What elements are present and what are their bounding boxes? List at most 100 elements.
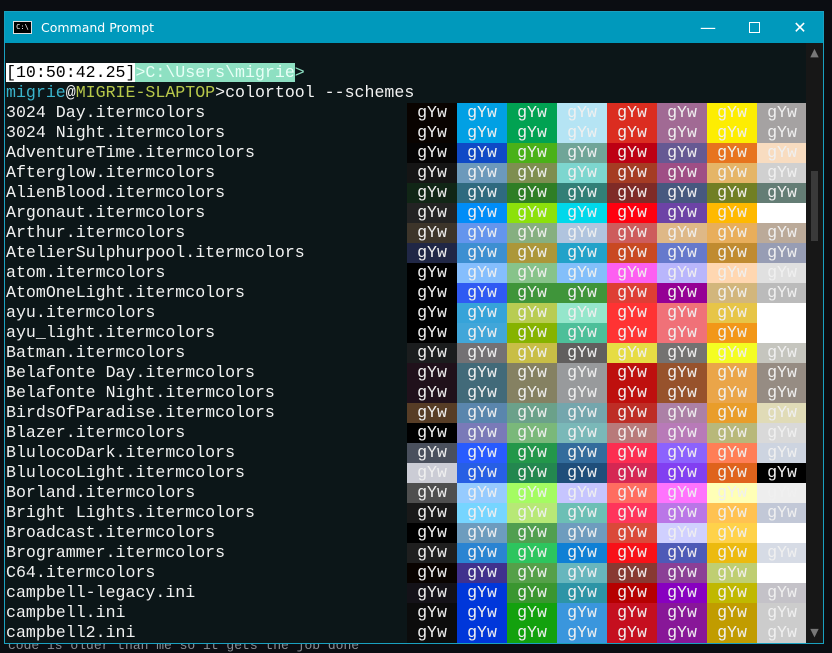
color-swatch: gYw [607, 103, 657, 123]
color-swatch: gYw [707, 303, 757, 323]
color-swatches: gYw gYw gYw gYw gYw gYw gYw gYw [407, 283, 807, 303]
color-swatch: gYw [707, 183, 757, 203]
color-swatches: gYw gYw gYw gYw gYw gYw gYw gYw [407, 343, 807, 363]
color-swatch: gYw [507, 223, 557, 243]
color-swatch: gYw [507, 523, 557, 543]
color-swatch: gYw [757, 543, 807, 563]
color-swatch: gYw [457, 203, 507, 223]
color-swatch: gYw [407, 603, 457, 623]
color-swatches: gYw gYw gYw gYw gYw gYw gYw gYw [407, 603, 807, 623]
scheme-row: 3024 Night.itermcolors gYw gYw gYw gYw gYw gYw… [6, 123, 807, 143]
scheme-name: AdventureTime.itermcolors [6, 143, 255, 162]
scheme-name: Arthur.itermcolors [6, 223, 186, 242]
color-swatch: gYw [557, 623, 607, 643]
color-swatch: gYw [457, 463, 507, 483]
prompt-at: @ [65, 83, 76, 102]
color-swatch: gYw [657, 343, 707, 363]
scheme-row: 3024 Day.itermcolors gYw gYw gYw gYw gYw gYw gY… [6, 103, 807, 123]
terminal-output[interactable]: [10:50:42.25]>C:\Users\migrie> migrie@MI… [5, 43, 807, 643]
color-swatch: gYw [557, 543, 607, 563]
scheme-name: Afterglow.itermcolors [6, 163, 216, 182]
color-swatch: gYw [657, 403, 707, 423]
color-swatch: gYw [607, 223, 657, 243]
scheme-row: campbell-legacy.ini gYw gYw gYw gYw gYw gYw gYw… [6, 583, 807, 603]
color-swatch: gYw [607, 543, 657, 563]
scheme-name: campbell.ini [6, 603, 126, 622]
color-swatch: gYw [607, 143, 657, 163]
scheme-row: AtomOneLight.itermcolors gYw gYw gYw gYw gYw g… [6, 283, 807, 303]
color-swatch: gYw [507, 163, 557, 183]
color-swatch: gYw [757, 363, 807, 383]
scheme-row: BlulocoDark.itermcolors gYw gYw gYw gYw gYw gY… [6, 443, 807, 463]
minimize-button[interactable]: — [700, 18, 716, 37]
scheme-row: Afterglow.itermcolors gYw gYw gYw gYw gYw gYw g… [6, 163, 807, 183]
scheme-name: 3024 Day.itermcolors [6, 103, 206, 122]
color-swatch: gYw [707, 403, 757, 423]
scheme-row: Argonaut.itermcolors gYw gYw gYw gYw gYw gYw gY… [6, 203, 807, 223]
prompt-time: [10:50:42.25] [6, 63, 136, 82]
color-swatches: gYw gYw gYw gYw gYw gYw gYw gYw [407, 403, 807, 423]
color-swatch: gYw [507, 243, 557, 263]
color-swatch: gYw [557, 483, 607, 503]
color-swatch: gYw [657, 503, 707, 523]
color-swatch: gYw [707, 623, 757, 643]
color-swatch: gYw [507, 123, 557, 143]
color-swatch: gYw [757, 343, 807, 363]
color-swatch: gYw [757, 123, 807, 143]
color-swatch: gYw [507, 183, 557, 203]
scheme-name: atom.itermcolors [6, 263, 166, 282]
color-swatch: gYw [607, 383, 657, 403]
color-swatch: gYw [657, 263, 707, 283]
color-swatch: gYw [707, 343, 757, 363]
color-swatch: gYw [757, 143, 807, 163]
scheme-row: Belafonte Day.itermcolors gYw gYw gYw gYw gYw… [6, 363, 807, 383]
color-swatches: gYw gYw gYw gYw gYw gYw gYw gYw [407, 123, 807, 143]
color-swatch: gYw [407, 343, 457, 363]
color-swatches: gYw gYw gYw gYw gYw gYw gYw gYw [407, 583, 807, 603]
color-swatch: gYw [457, 583, 507, 603]
color-swatch: gYw [557, 163, 607, 183]
color-swatch: gYw [657, 183, 707, 203]
color-swatch: gYw [757, 103, 807, 123]
color-swatch: gYw [707, 283, 757, 303]
color-swatch: gYw [507, 423, 557, 443]
color-swatch: gYw [757, 163, 807, 183]
prompt-caret: > [294, 63, 305, 82]
scroll-up-icon[interactable]: ▲ [810, 46, 819, 59]
color-swatch: gYw [657, 243, 707, 263]
vertical-scrollbar[interactable]: ▲ ▼ [806, 43, 823, 643]
color-swatch: gYw [707, 103, 757, 123]
color-swatch: gYw [707, 263, 757, 283]
scheme-name: Bright Lights.itermcolors [6, 503, 255, 522]
color-swatch: gYw [557, 143, 607, 163]
color-swatch: gYw [557, 223, 607, 243]
scheme-name: Broadcast.itermcolors [6, 523, 216, 542]
color-swatch: gYw [707, 503, 757, 523]
color-swatch: gYw [707, 223, 757, 243]
color-swatch: gYw [557, 323, 607, 343]
color-swatch: gYw [557, 303, 607, 323]
color-swatch: gYw [407, 383, 457, 403]
scrollbar-thumb[interactable] [811, 171, 818, 241]
maximize-button[interactable] [731, 12, 777, 43]
color-swatch: gYw [707, 143, 757, 163]
close-button[interactable]: ✕ [793, 18, 807, 37]
color-swatch: gYw [657, 383, 707, 403]
scheme-row: Blazer.itermcolors gYw gYw gYw gYw gYw gYw gYw g… [6, 423, 807, 443]
color-swatch: gYw [707, 383, 757, 403]
color-swatch: gYw [607, 403, 657, 423]
color-swatch: gYw [757, 583, 807, 603]
title-bar[interactable]: C:\ Command Prompt — ✕ [5, 12, 823, 43]
color-swatch: gYw [407, 323, 457, 343]
color-swatch: gYw [707, 243, 757, 263]
scroll-down-icon[interactable]: ▼ [810, 626, 819, 639]
color-swatches: gYw gYw gYw gYw gYw gYw gYw gYw [407, 423, 807, 443]
color-swatch: gYw [457, 223, 507, 243]
scheme-row: Broadcast.itermcolors gYw gYw gYw gYw gYw gYw g… [6, 523, 807, 543]
color-swatches: gYw gYw gYw gYw gYw gYw gYw gYw [407, 383, 807, 403]
scheme-name: Belafonte Day.itermcolors [6, 363, 255, 382]
scheme-name: campbell-legacy.ini [6, 583, 196, 602]
color-swatch: gYw [507, 583, 557, 603]
color-swatch: gYw [607, 163, 657, 183]
color-swatch: gYw [757, 223, 807, 243]
